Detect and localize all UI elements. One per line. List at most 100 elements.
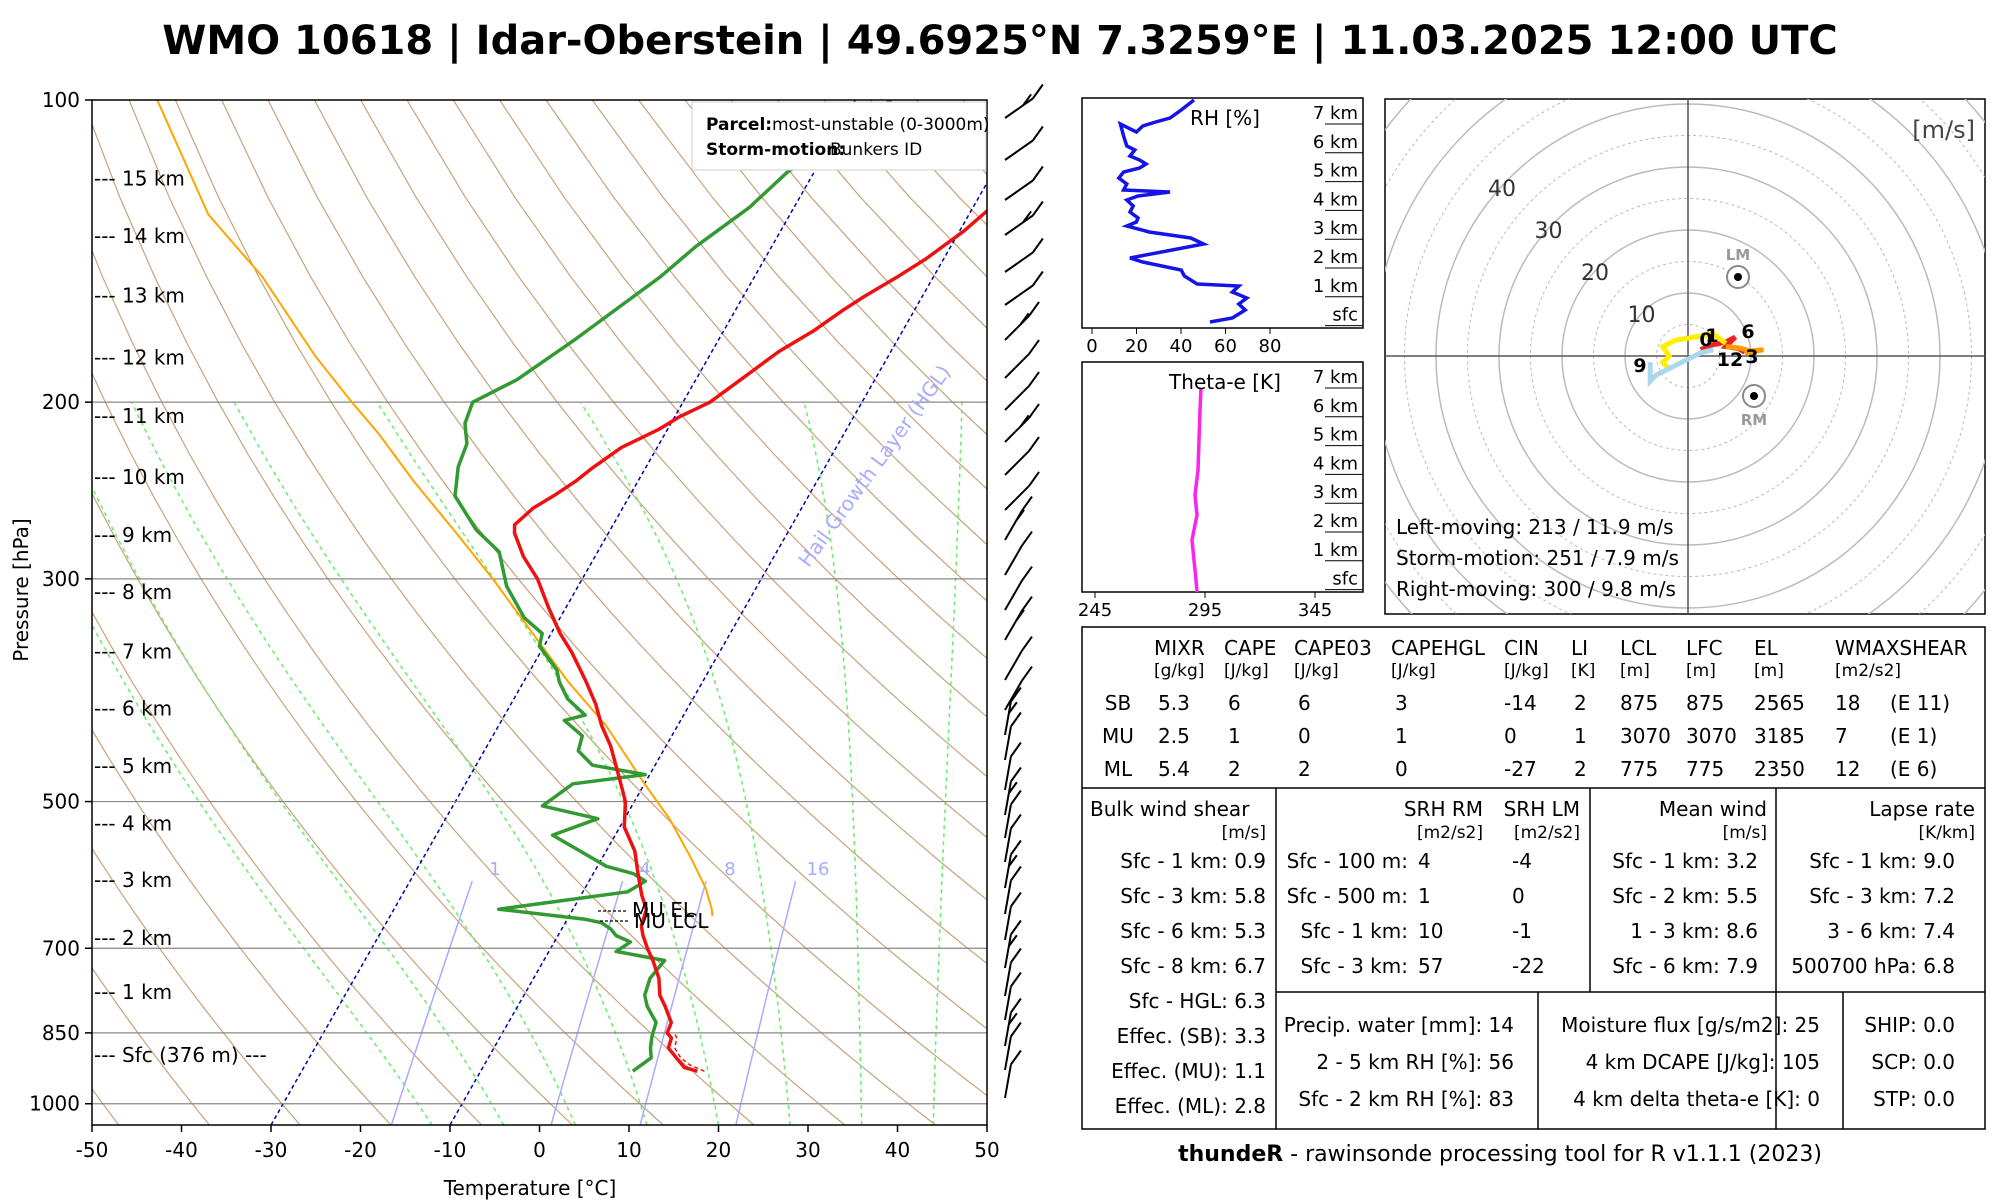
- parcel-label: Parcel:: [706, 115, 772, 135]
- x-tick-label: 50: [974, 1138, 999, 1162]
- thetae-panel: Theta-e [K] 7 km 6 km 5 km 4 km 3 km 2 km 1 km…: [1078, 361, 1364, 621]
- barb-flag: [1028, 339, 1040, 355]
- srh-row-label: Sfc - 1 km:: [1300, 919, 1408, 943]
- height-label: --- 11 km: [94, 404, 185, 428]
- height-labels: --- 15 km --- 14 km --- 13 km --- 12 km --- …: [94, 166, 267, 1066]
- composite-table: SHIP: 0.0 SCP: 0.0 STP: 0.0: [1864, 1013, 1955, 1111]
- param-cell: 5.4: [1158, 757, 1190, 781]
- barb-shaft: [1004, 756, 1012, 791]
- thetae-tick-label: 295: [1188, 600, 1222, 621]
- wind-barb: [1004, 1021, 1022, 1071]
- barb-shaft: [1004, 880, 1012, 915]
- th-lfc: LFC: [1686, 636, 1723, 660]
- barb-flag: [1028, 436, 1040, 452]
- x-axis-label: Temperature [°C]: [443, 1176, 617, 1200]
- mixing-ratio-line: [639, 880, 707, 1125]
- unit-lcl: [m]: [1620, 661, 1650, 681]
- th-cin: CIN: [1504, 636, 1539, 660]
- mixing-ratio-line: [550, 880, 624, 1125]
- wind-barb: [1004, 665, 1033, 711]
- hodo-marker-9: 9: [1633, 355, 1646, 377]
- unit-mixr: [g/kg]: [1154, 661, 1204, 681]
- wind-barb: [1004, 436, 1040, 476]
- storm-motion-value: Bunkers ID: [830, 140, 922, 160]
- barb-shaft: [1004, 251, 1034, 273]
- moist-adiabat: [376, 401, 720, 1125]
- virtual-temperature: [673, 1032, 705, 1072]
- shear-row: Sfc - 1 km: 0.9: [1120, 849, 1266, 873]
- height-label: --- 9 km: [94, 523, 172, 547]
- thermo-params-table: MIXR CAPE CAPE03 CAPEHGL CIN LI LCL LFC …: [1102, 636, 1967, 781]
- meanwind-row: Sfc - 1 km: 3.2: [1612, 849, 1758, 873]
- barb-shaft: [1004, 417, 1030, 443]
- wind-barb: [1004, 565, 1033, 611]
- hgl-isotherm: [449, 181, 987, 1125]
- rh-tick-label: 0: [1086, 336, 1097, 357]
- barb-flag: [1021, 595, 1033, 612]
- footer: thundeR - rawinsonde processing tool for…: [1000, 1142, 2000, 1167]
- param-cell: 0: [1298, 724, 1311, 748]
- dry-adiabat: [545, 100, 987, 602]
- mixing-ratio-label: 8: [724, 859, 735, 880]
- barb-shaft: [1004, 726, 1012, 761]
- param-row-label: SB: [1105, 691, 1131, 715]
- param-cell: 3: [1395, 691, 1408, 715]
- wind-barb: [1004, 595, 1033, 641]
- wind-barb: [1004, 165, 1044, 201]
- barb-shaft: [1004, 315, 1030, 341]
- mixing-ratio-line: [735, 880, 797, 1125]
- p-tick-label: 500: [42, 790, 80, 814]
- hodograph-trace: [1647, 331, 1765, 388]
- temperature-axis: -50 -40 -30 -20 -10 0 10 20 30 40 50: [76, 1125, 1000, 1162]
- shear-unit: [m/s]: [1222, 823, 1266, 843]
- barb-flag: [1028, 301, 1040, 317]
- unit-cin: [J/kg]: [1504, 661, 1549, 681]
- composite-row: SCP: 0.0: [1871, 1050, 1955, 1074]
- rh-profile-line: [1116, 98, 1251, 324]
- param-cell: 5.3: [1158, 691, 1190, 715]
- dry-adiabat: [174, 100, 987, 1097]
- shear-row: Effec. (MU): 1.1: [1111, 1059, 1266, 1083]
- barb-shaft: [1004, 1036, 1012, 1071]
- wind-barb: [1004, 711, 1022, 761]
- barb-shaft: [1004, 962, 1012, 997]
- skewt-panel: -50 -40 -30 -20 -10 0 10 20 30 40 50 100 200 300 500 7…: [9, 88, 1000, 1200]
- dry-adiabat: [92, 491, 573, 1125]
- barb-flag: [1008, 781, 1018, 794]
- rh-panel: RH [%] 7 km 6 km 5 km 4 km 3 km 2 km 1 km sfc 0…: [1081, 97, 1364, 357]
- meanwind-unit: [m/s]: [1723, 823, 1767, 843]
- param-cell: 3185: [1754, 724, 1805, 748]
- barb-shaft: [1004, 680, 1023, 711]
- wind-barb: [1004, 997, 1022, 1047]
- param-cell: -27: [1504, 757, 1537, 781]
- srh-row-label: Sfc - 500 m:: [1287, 884, 1408, 908]
- lapse-row: Sfc - 1 km: 9.0: [1809, 849, 1955, 873]
- barb-flag: [1021, 665, 1033, 682]
- param-cell: (E 1): [1890, 724, 1937, 748]
- wind-barb: [1004, 766, 1022, 816]
- level-label: 7 km: [1313, 103, 1358, 124]
- mu-lcl-label: MU LCL: [634, 909, 709, 933]
- srh-lm-header: SRH LM: [1504, 797, 1580, 821]
- dry-adiabat: [92, 610, 483, 1125]
- mixing-ratio-labels: 1 4 8 16: [489, 859, 829, 880]
- hodo-segment-3-6km: [1725, 344, 1765, 356]
- barb-flag: [1015, 609, 1025, 622]
- barb-flag: [1022, 93, 1032, 106]
- barb-flag: [1015, 509, 1025, 522]
- srh-lm-value: 0: [1512, 884, 1525, 908]
- param-cell: (E 6): [1890, 757, 1937, 781]
- height-label: --- 8 km: [94, 580, 172, 604]
- dry-adiabat: [92, 847, 301, 1125]
- height-label: --- 13 km: [94, 284, 185, 308]
- thetae-tick-label: 245: [1078, 600, 1112, 621]
- barb-shaft: [1004, 906, 1012, 941]
- x-tick-label: -40: [165, 1138, 198, 1162]
- barb-flag: [1010, 947, 1022, 964]
- hodograph-ring-labels: 10 20 30 40: [1488, 177, 1655, 328]
- footer-bold: thundeR: [1178, 1142, 1284, 1167]
- barb-flag: [1010, 997, 1022, 1014]
- mixing-ratio-label: 4: [639, 859, 650, 880]
- srh-rm-value: 57: [1418, 954, 1443, 978]
